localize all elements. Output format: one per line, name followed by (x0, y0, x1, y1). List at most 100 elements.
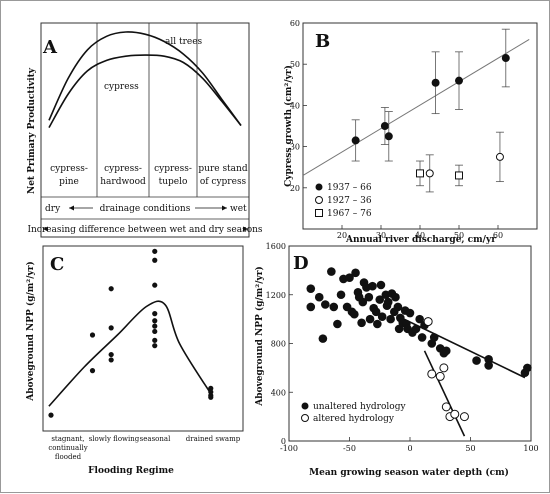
panel-b-legend: 1937 – 66 1927 – 36 1967 – 76 (315, 183, 372, 219)
panel-c-point-19 (208, 394, 214, 400)
panel-b-trend-line (302, 39, 530, 176)
panel-d-unaltered-point-48 (417, 333, 427, 342)
panel-d-unaltered-point-7 (333, 319, 342, 329)
point-s0-p5 (501, 54, 510, 63)
panel-c-point-16 (208, 385, 214, 391)
panel-d-altered-point-4 (441, 402, 451, 412)
panel-d-unaltered-point-36 (391, 292, 400, 302)
panel-c-ylabel: Aboveground NPP (g/m²/yr) (25, 261, 36, 402)
panel-d-unaltered-point-3 (318, 334, 328, 343)
panel-d-points (306, 267, 532, 422)
panel-b-ytick-label-60: 60 (290, 19, 300, 28)
zone-3-line1: cypress- (154, 164, 192, 174)
panel-d-unaltered-point-44 (405, 308, 415, 318)
panel-a-frame (40, 22, 250, 238)
panel-b-ytick-label-50: 50 (290, 60, 300, 69)
panel-b-xtick-label-20: 20 (337, 231, 347, 240)
curve-all-trees (48, 31, 242, 126)
panel-d-xtick-label--50: -50 (343, 444, 356, 453)
panel-d-unaltered-point-60 (523, 363, 532, 373)
legend-marker-1927-36 (315, 196, 323, 204)
zone-1-line1: cypress- (50, 164, 88, 174)
panel-d-unaltered-point-29 (377, 312, 387, 321)
panel-c-point-14 (152, 337, 158, 343)
panel-b-letter: B (315, 31, 330, 52)
panel-c-category-2-line-0: seasonal (140, 435, 171, 443)
zone-2-line2: hardwood (100, 177, 146, 187)
panel-d-unaltered-point-47 (415, 314, 424, 324)
panel-d-xtick-label-100: 100 (523, 444, 538, 453)
drainage-wet-label: wet (230, 204, 247, 214)
panel-d-unaltered-point-25 (371, 307, 381, 317)
point-s0-p0 (351, 136, 360, 145)
panel-d-ytick-label-0: 0 (281, 437, 286, 446)
zone-4-line2: of cypress (200, 177, 247, 187)
legend-marker-altered (301, 414, 309, 422)
panel-c-category-3-line-0: drained swamp (186, 435, 241, 443)
legend-marker-1967-76 (315, 209, 323, 217)
panel-d-altered-point-1 (427, 369, 437, 379)
panel-c-point-9 (152, 282, 158, 288)
point-s0-p1 (380, 122, 389, 130)
panel-a-letter: A (42, 37, 58, 58)
legend-label-1927-36: 1927 – 36 (327, 196, 372, 206)
panel-d-ytick-label-1200: 1200 (266, 291, 286, 300)
panel-d-unaltered-point-6 (329, 302, 339, 312)
legend-label-unaltered: unaltered hydrology (313, 402, 406, 412)
panel-c-category-0-line-2: flooded (55, 453, 82, 461)
panel-c-fit-curve (48, 300, 212, 407)
panel-c-letter: C (50, 254, 64, 275)
panel-d-unaltered-point-23 (368, 281, 377, 291)
panel-d-unaltered-point-17 (357, 318, 366, 328)
panel-d-unaltered-point-2 (314, 292, 324, 302)
difference-arrow-right-head (243, 226, 248, 232)
panel-c-category-0-line-1: continually (48, 444, 87, 452)
panel-a-ylabel: Net Primary Productivity (27, 67, 37, 194)
panel-a: A Net Primary Productivity all trees cyp… (27, 22, 263, 238)
point-s1-p1 (495, 152, 504, 161)
panel-b-points (351, 28, 510, 193)
panel-b: B Cypress growth (cm²/yr) Annual river d… (283, 19, 538, 245)
panel-b-xtick-label-60: 60 (493, 231, 503, 240)
panel-c-point-7 (152, 248, 158, 254)
panel-c-point-10 (152, 311, 158, 317)
panel-d: D Aboveground NPP (g/m²/yr) Mean growing… (254, 242, 539, 478)
panel-c-point-4 (108, 351, 114, 358)
panel-d-xtick-label-0: 0 (407, 444, 412, 453)
panel-d-altered-point-2 (435, 371, 445, 381)
panel-d-unaltered-point-21 (364, 292, 374, 302)
drainage-arrow-left-head (69, 205, 74, 211)
curve-label-cypress: cypress (104, 82, 139, 92)
panel-c-category-1-line-0: slowly flowing (89, 435, 140, 443)
panel-d-unaltered-point-4 (321, 300, 330, 309)
legend-marker-unaltered (301, 402, 309, 410)
difference-arrow-left-head (43, 226, 48, 232)
panel-d-unaltered-point-32 (383, 297, 393, 307)
panel-d-unaltered-point-5 (327, 267, 336, 276)
point-s0-p3 (431, 78, 440, 87)
zone-2-line1: cypress- (104, 164, 142, 174)
panel-c-point-3 (108, 357, 114, 363)
panel-c-point-13 (152, 328, 158, 335)
panel-d-xtick-label-50: 50 (465, 444, 475, 453)
panel-b-xlabel: Annual river discharge, cm/yr (345, 235, 496, 245)
panel-d-unaltered-point-55 (442, 346, 451, 356)
panel-d-unaltered-point-14 (351, 268, 360, 278)
panel-d-ytick-label-800: 800 (271, 340, 286, 349)
panel-d-altered-point-0 (423, 317, 433, 327)
panel-d-ticks: -100 -50 0 50 100 0 400 800 1200 1600 (266, 242, 539, 453)
panel-d-unaltered-point-52 (429, 333, 439, 342)
panel-d-unaltered-point-27 (375, 295, 385, 304)
panel-b-xtick-label-50: 50 (454, 231, 464, 240)
panel-d-ytick-label-400: 400 (271, 388, 286, 397)
panel-c-point-12 (152, 323, 158, 329)
panel-d-altered-point-6 (450, 409, 460, 419)
panel-d-unaltered-point-57 (484, 355, 493, 364)
panel-c-point-11 (152, 318, 158, 324)
panel-d-unaltered-point-56 (472, 356, 481, 365)
panel-c-point-5 (108, 325, 114, 331)
panel-d-legend: unaltered hydrology altered hydrology (301, 402, 406, 424)
